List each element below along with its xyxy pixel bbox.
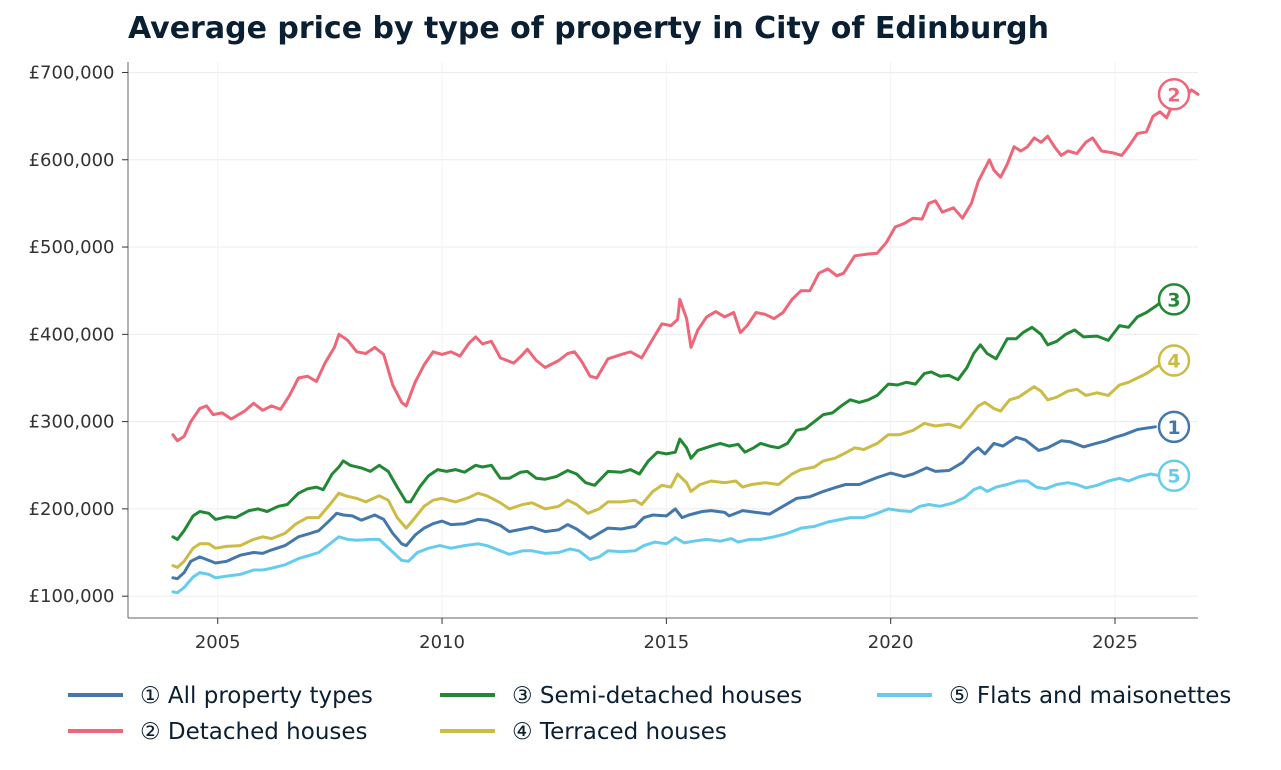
y-tick-label: £600,000 xyxy=(29,150,115,171)
series-lines xyxy=(171,88,1200,595)
legend-label: ④ Terraced houses xyxy=(512,719,727,745)
axes xyxy=(127,62,1198,619)
end-label-1: 1 xyxy=(1157,410,1191,444)
y-tick-label: £500,000 xyxy=(29,237,115,258)
legend-item-1: ① All property types xyxy=(68,683,373,709)
x-tick-label: 2025 xyxy=(1092,632,1138,653)
y-tick-label: £700,000 xyxy=(29,62,115,83)
legend-item-3: ③ Semi-detached houses xyxy=(440,683,802,709)
x-axis-ticks: 2005 2010 2015 2020 2025 xyxy=(195,618,1138,653)
end-label-text: 1 xyxy=(1167,417,1180,439)
series-line-2 xyxy=(171,88,1200,443)
legend-label: ② Detached houses xyxy=(140,719,368,745)
series-line-5 xyxy=(171,472,1182,595)
legend-label: ⑤ Flats and maisonettes xyxy=(949,683,1231,709)
series-end-labels: 1 2 3 4 5 xyxy=(1157,78,1191,492)
y-tick-label: £400,000 xyxy=(29,324,115,345)
x-tick-label: 2010 xyxy=(419,632,465,653)
end-label-circle xyxy=(1157,344,1191,377)
y-axis-ticks: £100,000 £200,000 £300,000 £400,000 £500,000… xyxy=(29,62,128,607)
end-label-5: 5 xyxy=(1157,459,1191,492)
end-label-circle xyxy=(1157,283,1191,316)
legend-label: ③ Semi-detached houses xyxy=(512,683,802,709)
end-label-text: 4 xyxy=(1167,351,1180,373)
legend-item-5: ⑤ Flats and maisonettes xyxy=(877,683,1231,709)
legend-item-2: ② Detached houses xyxy=(68,719,368,745)
end-label-2: 2 xyxy=(1157,78,1191,111)
legend-item-4: ④ Terraced houses xyxy=(440,719,727,745)
legend-label: ① All property types xyxy=(140,683,373,709)
end-label-circle xyxy=(1157,410,1191,444)
end-label-circle xyxy=(1157,78,1191,111)
grid-lines xyxy=(128,62,1198,618)
series-line-3 xyxy=(171,295,1182,541)
chart-title: Average price by type of property in Cit… xyxy=(128,11,1049,46)
y-tick-label: £300,000 xyxy=(29,412,115,433)
x-tick-label: 2015 xyxy=(643,632,689,653)
y-tick-label: £200,000 xyxy=(29,499,115,520)
end-label-circle xyxy=(1157,459,1191,492)
x-tick-label: 2020 xyxy=(868,632,914,653)
end-label-text: 2 xyxy=(1167,84,1180,106)
end-label-4: 4 xyxy=(1157,344,1191,377)
end-label-text: 5 xyxy=(1167,466,1180,488)
y-tick-label: £100,000 xyxy=(29,586,115,607)
series-line-4 xyxy=(171,356,1182,569)
end-label-text: 3 xyxy=(1167,289,1180,311)
legend: ① All property types ② Detached houses ③ S… xyxy=(68,683,1231,745)
x-tick-label: 2005 xyxy=(195,632,241,653)
series-line-1 xyxy=(171,425,1157,581)
end-label-3: 3 xyxy=(1157,283,1191,316)
